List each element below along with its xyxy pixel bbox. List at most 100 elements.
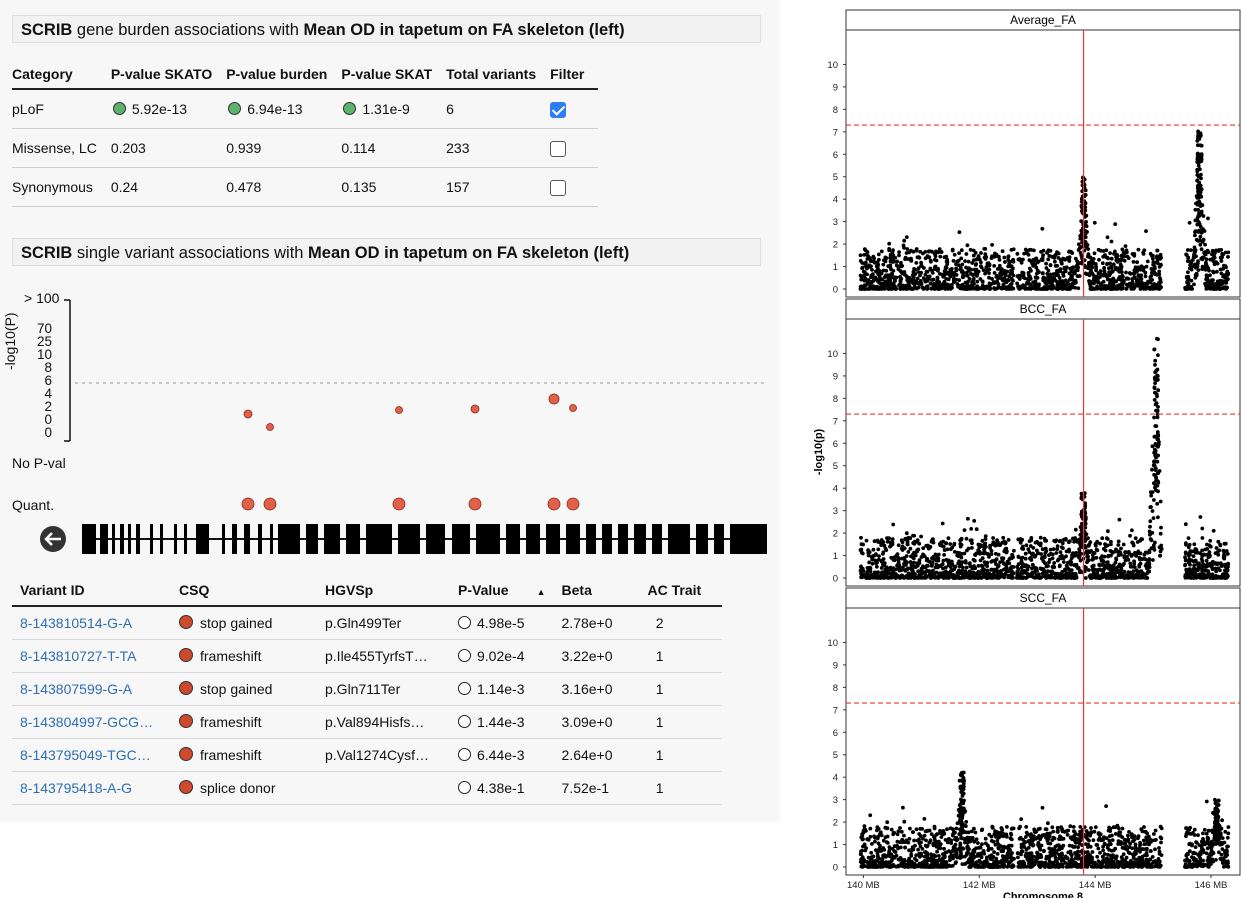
snp-point (903, 536, 908, 541)
arrow-left-icon[interactable] (40, 526, 66, 552)
snp-point (964, 565, 969, 570)
snp-point (873, 839, 877, 844)
snp-point (1158, 553, 1162, 558)
snp-point (1100, 572, 1105, 576)
quant-point[interactable] (468, 497, 482, 511)
snp-point (1144, 562, 1149, 567)
col-pvalue-skat[interactable]: P-value SKAT (341, 60, 447, 90)
snp-point (1089, 830, 1094, 834)
col-variant-id[interactable]: Variant ID (12, 575, 171, 607)
variant-id-link[interactable]: 8-143804997-GCG… (20, 714, 154, 730)
variant-point[interactable] (395, 406, 403, 414)
variant-row[interactable]: 8-143810727-T-TA frameshift p.Ile455TyrfsT… (12, 639, 722, 673)
snp-point (1155, 248, 1160, 253)
variant-id-cell[interactable]: 8-143807599-G-A (12, 672, 171, 706)
variant-id-link[interactable]: 8-143810514-G-A (20, 615, 133, 631)
snp-point (990, 277, 994, 281)
variant-row[interactable]: 8-143795049-TGC… frameshift p.Val1274Cysf…… (12, 738, 722, 772)
variant-row[interactable]: 8-143810514-G-A stop gained p.Gln499Ter 4.9… (12, 606, 722, 640)
hgvsp-cell: p.Gln711Ter (317, 672, 450, 706)
filter-checkbox[interactable] (550, 101, 567, 118)
snp-point (1074, 280, 1078, 285)
snp-point (975, 571, 979, 576)
variant-id-cell[interactable]: 8-143804997-GCG… (12, 705, 171, 739)
snp-point (944, 565, 948, 570)
snp-point (1211, 559, 1215, 564)
col-hgvsp[interactable]: HGVSp (317, 575, 450, 607)
snp-point (1219, 576, 1224, 580)
variant-id-link[interactable]: 8-143810727-T-TA (20, 648, 137, 664)
snp-point (1004, 845, 1008, 850)
snp-point (1031, 280, 1035, 285)
col-category[interactable]: Category (12, 60, 111, 90)
snp-point (1148, 532, 1152, 537)
quant-point[interactable] (392, 497, 406, 511)
variant-id-cell[interactable]: 8-143795418-A-G (12, 771, 171, 805)
snp-point (1226, 250, 1231, 255)
col-pvalue[interactable]: P-Value ▲ (450, 575, 554, 607)
snp-point (983, 534, 988, 538)
snp-point (1149, 538, 1154, 543)
beta-cell: 3.16e+0 (553, 672, 640, 706)
quant-point[interactable] (263, 497, 277, 511)
snp-point (898, 278, 903, 283)
snp-point (1195, 178, 1200, 183)
snp-point (1186, 259, 1190, 263)
snp-point (868, 834, 873, 839)
snp-point (1131, 576, 1136, 580)
variant-row[interactable]: 8-143795418-A-G splice donor 4.38e-1 7.52e-… (12, 771, 722, 805)
snp-point (971, 278, 976, 282)
col-pvalue-burden[interactable]: P-value burden (226, 60, 342, 90)
snp-point (1010, 286, 1015, 291)
col-csq[interactable]: CSQ (171, 575, 317, 607)
variant-id-link[interactable]: 8-143807599-G-A (20, 681, 133, 697)
quant-point[interactable] (241, 497, 255, 511)
snp-point (1138, 569, 1143, 574)
snp-point (1204, 260, 1208, 265)
variant-row[interactable]: 8-143804997-GCG… frameshift p.Val894Hisfs…… (12, 705, 722, 739)
snp-point (1032, 248, 1036, 253)
quant-point[interactable] (566, 497, 580, 511)
filter-checkbox[interactable] (550, 179, 567, 196)
snp-point (965, 273, 969, 278)
variant-id-cell[interactable]: 8-143810727-T-TA (12, 639, 171, 673)
snp-point (930, 271, 935, 275)
snp-point (1052, 571, 1057, 576)
snp-point (1086, 568, 1091, 572)
snp-point (926, 543, 930, 548)
variant-id-link[interactable]: 8-143795418-A-G (20, 780, 133, 796)
variant-id-link[interactable]: 8-143795049-TGC… (20, 747, 151, 763)
filter-checkbox[interactable] (550, 140, 567, 157)
variant-row[interactable]: 8-143807599-G-A stop gained p.Gln711Ter 1.1… (12, 672, 722, 706)
variant-point[interactable] (266, 423, 274, 431)
snp-point (1215, 269, 1219, 274)
variant-point[interactable] (470, 404, 480, 414)
snp-point (1109, 553, 1113, 558)
snp-point (880, 857, 885, 861)
exon-block (270, 524, 273, 554)
variant-point[interactable] (569, 404, 577, 412)
snp-point (1204, 831, 1209, 836)
col-beta[interactable]: Beta (553, 575, 640, 607)
snp-point (902, 833, 906, 838)
snp-point (1105, 543, 1110, 548)
variant-id-cell[interactable]: 8-143795049-TGC… (12, 738, 171, 772)
col-pvalue-skato[interactable]: P-value SKATO (110, 60, 227, 90)
hgvsp-cell: p.Ile455TyrfsT… (317, 639, 450, 673)
snp-point (906, 279, 911, 283)
variant-point[interactable] (548, 393, 560, 405)
snp-point (1088, 287, 1093, 291)
snp-point (949, 841, 954, 845)
snp-point (977, 545, 982, 550)
col-total-variants[interactable]: Total variants (446, 60, 551, 90)
variant-point[interactable] (243, 409, 253, 419)
snp-point (1028, 276, 1033, 281)
snp-point (1222, 263, 1226, 268)
skato-cell: 5.92e-13 (110, 89, 227, 129)
snp-point (1208, 538, 1213, 543)
variant-id-cell[interactable]: 8-143810514-G-A (12, 606, 171, 640)
snp-point (1120, 247, 1125, 252)
quant-point[interactable] (547, 497, 561, 511)
col-ac-trait[interactable]: AC Trait (639, 575, 722, 607)
snp-point (935, 832, 940, 836)
